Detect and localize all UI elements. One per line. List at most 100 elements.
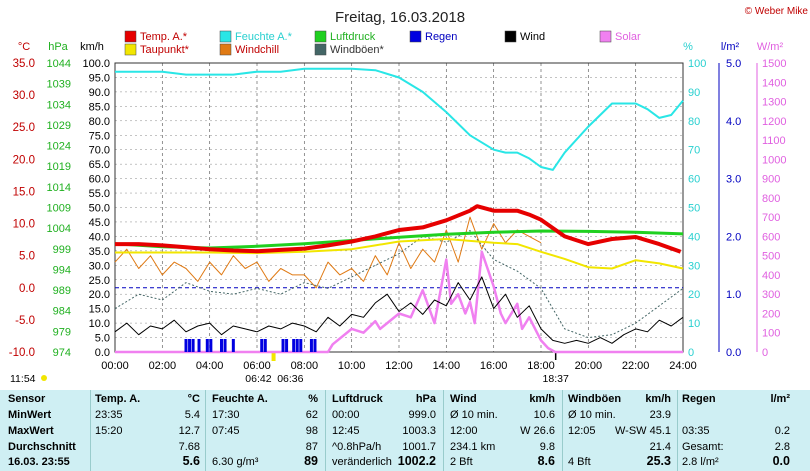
rain-bar [184, 339, 188, 352]
table-cell-value: 10.6 [533, 409, 555, 421]
chart-title: Freitag, 16.03.2018 [335, 9, 465, 26]
table-cell-label: 17:30 [212, 409, 240, 421]
rain-bar [231, 339, 235, 352]
solar-tick-label: 100 [762, 328, 780, 340]
table-cell-value: 98 [305, 425, 318, 437]
solar-tick-label: 600 [762, 231, 780, 243]
rain-bar [260, 339, 264, 352]
pressure-tick-label: 1024 [47, 141, 71, 153]
x-tick-label: 06:00 [243, 360, 271, 372]
legend-label: Regen [425, 31, 457, 43]
rain-bar [263, 339, 267, 352]
table-header-unit: hPa [415, 393, 436, 405]
series-solar [115, 250, 683, 354]
table-cell-value: 87 [305, 441, 318, 453]
row-label: MinWert [8, 409, 52, 421]
pressure-tick-label: 989 [53, 285, 71, 297]
series-windchill [114, 216, 542, 289]
pressure-tick-label: 1039 [47, 79, 71, 91]
rain-bar [281, 339, 285, 352]
x-tick-label: 00:00 [101, 360, 129, 372]
statistics-table: Sensor Temp. A. °C Feuchte A.% Luftdruck hPa W… [0, 390, 810, 471]
humidity-tick-label: 40 [688, 231, 700, 243]
rain-bar [223, 339, 227, 352]
column-divider [562, 390, 563, 471]
temp-tick-label: 5.0 [19, 251, 35, 263]
table-cell-value: 1003.3 [402, 425, 436, 437]
humidity-tick-label: 90 [688, 87, 700, 99]
solar-tick-label: 1200 [762, 116, 786, 128]
wind-tick-label: 45.0 [89, 217, 110, 229]
rain-tick-label: 5.0 [726, 58, 741, 70]
moon-time: 11:54 [10, 373, 36, 385]
pressure-tick-label: 1029 [47, 120, 71, 132]
table-header-unit: km/h [529, 393, 555, 405]
table-cell-label: 12:00 [450, 425, 478, 437]
table-header: Feuchte A. [212, 393, 268, 405]
legend-swatch [124, 43, 137, 56]
pressure-tick-label: 994 [53, 264, 71, 276]
rain-bar [191, 339, 195, 352]
wind-tick-label: 25.0 [89, 275, 110, 287]
legend-swatch [314, 30, 327, 43]
humidity-axis-label: % [683, 41, 693, 53]
table-cell-label: ^0.8hPa/h [332, 441, 382, 453]
series-feuchtea [115, 67, 684, 171]
row-label: MaxWert [8, 425, 54, 437]
table-cell-value: 23.9 [649, 409, 671, 421]
wind-tick-label: 40.0 [89, 231, 110, 243]
series-windben [114, 230, 684, 339]
pressure-tick-label: 1014 [47, 182, 71, 194]
sunrise-marker [271, 353, 276, 361]
wind-tick-label: 75.0 [89, 130, 110, 142]
solar-tick-label: 500 [762, 251, 780, 263]
temp-tick-label: 15.0 [13, 186, 35, 198]
table-header: Windböen [568, 393, 622, 405]
rain-tick-label: 2.0 [726, 231, 741, 243]
rain-bar [197, 339, 201, 352]
wind-tick-label: 85.0 [89, 101, 110, 113]
column-divider [90, 390, 91, 471]
table-cell-value: 0.0 [772, 454, 790, 468]
legend: Temp. A.*Taupunkt* Feuchte A.*Windchill Lu… [124, 30, 641, 56]
table-cell-label: 12:05 [568, 425, 596, 437]
wind-tick-label: 90.0 [89, 87, 110, 99]
table-cell-label: 2 Bft [450, 456, 473, 468]
x-tick-label: 12:00 [385, 360, 413, 372]
wind-tick-label: 100.0 [82, 58, 110, 70]
pressure-tick-label: 1019 [47, 161, 71, 173]
table-cell-value: 1001.7 [402, 441, 436, 453]
table-cell-value: 12.7 [178, 425, 200, 437]
wind-tick-label: 15.0 [89, 304, 110, 316]
rain-axis-label: l/m² [721, 41, 740, 53]
rain-bar [209, 339, 213, 352]
wind-tick-label: 70.0 [89, 145, 110, 157]
humidity-tick-label: 0 [688, 347, 694, 359]
table-header: Wind [450, 393, 477, 405]
table-cell-value: 89 [304, 454, 318, 468]
sunset-time: 18:37 [543, 373, 569, 385]
pressure-tick-label: 979 [53, 326, 71, 338]
humidity-tick-label: 20 [688, 289, 700, 301]
table-cell-value: 9.8 [539, 441, 555, 453]
legend-swatch [219, 43, 232, 56]
pressure-tick-label: 999 [53, 244, 71, 256]
x-tick-label: 24:00 [669, 360, 697, 372]
wind-tick-label: 50.0 [89, 203, 110, 215]
humidity-tick-label: 10 [688, 318, 700, 330]
table-cell-value: 5.6 [182, 454, 200, 468]
x-tick-label: 22:00 [622, 360, 650, 372]
table-cell-label: Gesamt: [682, 441, 724, 453]
table-cell-value: 999.0 [408, 409, 436, 421]
table-header: Sensor [8, 393, 46, 405]
row-label: Durchschnitt [8, 441, 76, 453]
pressure-tick-label: 974 [53, 347, 71, 359]
wind-tick-label: 65.0 [89, 159, 110, 171]
humidity-tick-label: 100 [688, 58, 706, 70]
humidity-tick-label: 30 [688, 260, 700, 272]
solar-tick-label: 0 [762, 347, 768, 359]
table-cell-value: W 26.6 [520, 425, 555, 437]
table-cell-label: Ø 10 min. [568, 409, 616, 421]
table-cell-label: veränderlich [332, 456, 392, 468]
